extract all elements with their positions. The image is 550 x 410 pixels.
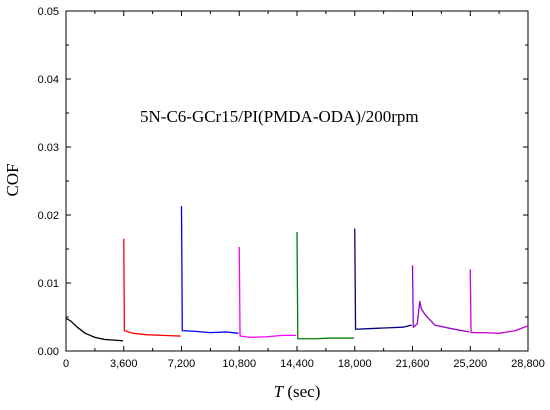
series-line-5	[296, 231, 354, 340]
x-tick-label: 3,600	[110, 358, 138, 370]
chart-annotation: 5N-C6-GCr15/PI(PMDA-ODA)/200rpm	[140, 107, 419, 126]
x-tick-label: 25,200	[453, 358, 487, 370]
x-axis-title-unit: (sec)	[283, 382, 320, 401]
x-tick-label: 18,000	[338, 358, 372, 370]
y-tick-label: 0.04	[38, 74, 59, 86]
x-tick-label: 10,800	[222, 358, 256, 370]
y-tick-label: 0.03	[38, 142, 59, 154]
y-tick-label: 0.05	[38, 6, 59, 18]
x-tick-label: 7,200	[168, 358, 196, 370]
series-line-1	[65, 317, 123, 342]
x-axis-title-symbol: T	[274, 382, 285, 401]
y-axis-title: COF	[3, 163, 22, 196]
series-line-2	[123, 238, 181, 337]
series-line-3	[180, 206, 239, 334]
x-tick-label: 14,400	[280, 358, 314, 370]
series-line-6	[354, 228, 412, 330]
series-line-8	[469, 269, 529, 334]
x-tick-label: 21,600	[396, 358, 430, 370]
y-tick-label: 0.01	[38, 278, 59, 290]
x-axis-title: T (sec)	[274, 382, 321, 401]
series-line-4	[238, 246, 297, 339]
series-line-7	[411, 265, 470, 333]
x-tick-label: 0	[63, 358, 69, 370]
y-tick-label: 0.02	[38, 210, 59, 222]
y-tick-label: 0.00	[38, 346, 59, 358]
x-tick-label: 28,800	[511, 358, 545, 370]
